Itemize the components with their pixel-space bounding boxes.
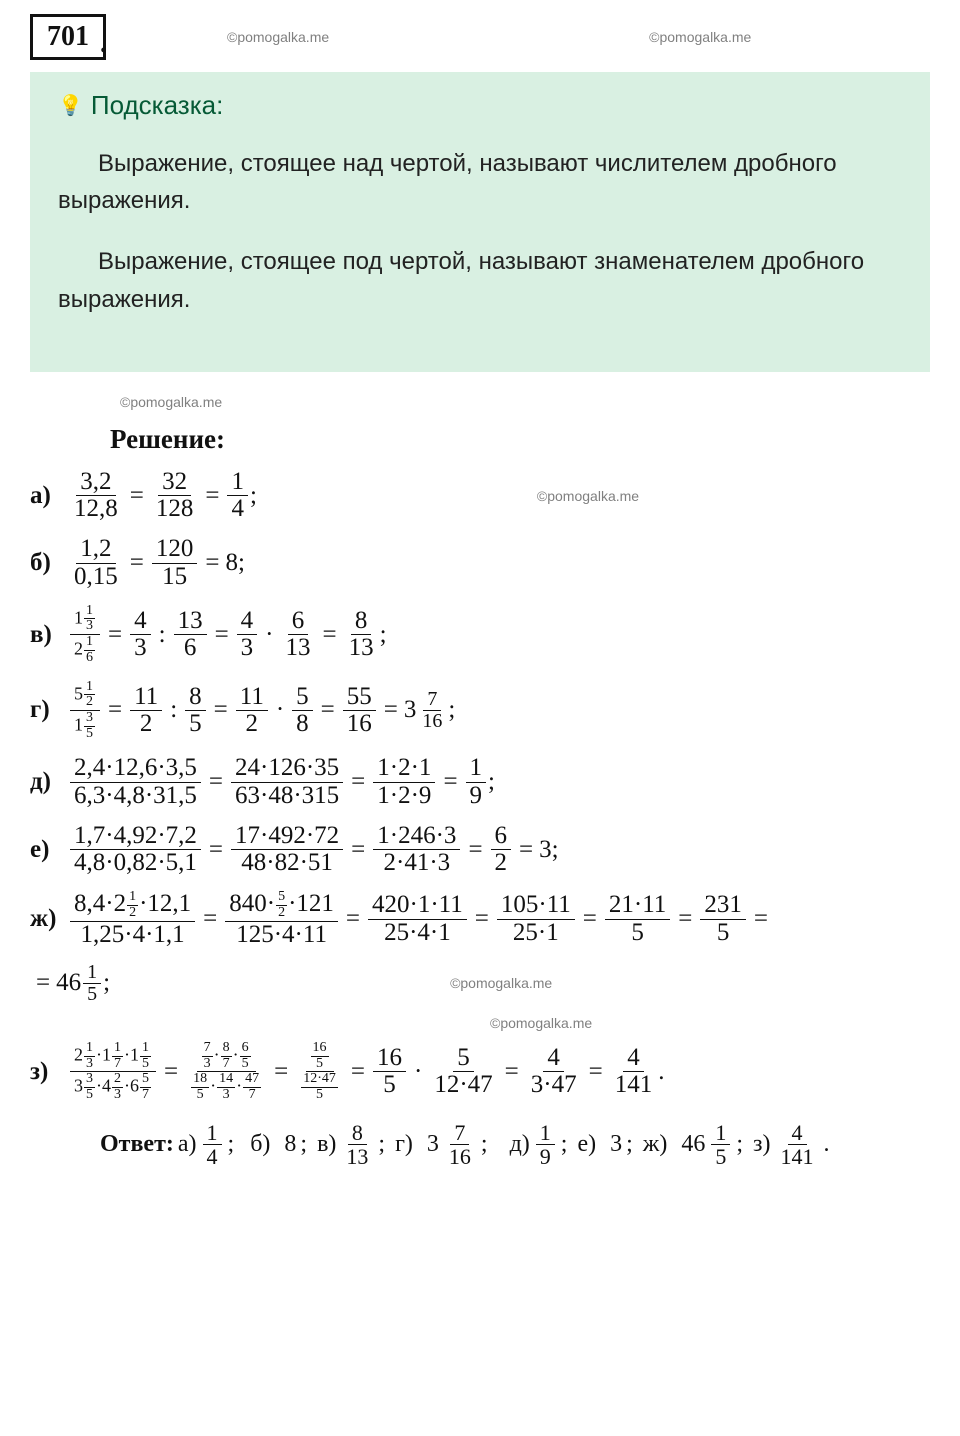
frac-zh-2: 840·52·121 125·4·11 bbox=[225, 890, 338, 948]
frac-v-2a: 43 bbox=[130, 608, 151, 662]
frac-d-4: 19 bbox=[466, 755, 487, 809]
item-g: г) 512 135 = 112 : 85 = 112 · 58 = 5516 … bbox=[30, 680, 930, 742]
frac-zh-1: 8,4·212·12,1 1,25·4·1,1 bbox=[70, 890, 195, 948]
hint-head: 💡 Подсказка: bbox=[58, 90, 902, 121]
solution-title: Решение: bbox=[110, 424, 930, 455]
item-e: е) 1,7·4,92·7,24,8·0,82·5,1 = 17·492·724… bbox=[30, 823, 930, 877]
frac-v-1: 113 216 bbox=[70, 604, 100, 666]
frac-g-4: 5516 bbox=[343, 684, 376, 738]
ans-g: 716 bbox=[445, 1121, 475, 1168]
page: 701 . ©pomogalka.me ©pomogalka.me 💡 Подс… bbox=[0, 0, 960, 1198]
frac-b-1: 1,20,15 bbox=[70, 536, 122, 590]
label-v: в) bbox=[30, 621, 60, 649]
label-g: г) bbox=[30, 696, 60, 724]
frac-z-6: 4141 bbox=[611, 1045, 657, 1099]
frac-zh-4: 105·1125·1 bbox=[497, 892, 575, 946]
item-b: б) 1,20,15 = 12015 = 8; bbox=[30, 536, 930, 590]
label-b: б) bbox=[30, 549, 60, 577]
ans-zh: 15 bbox=[711, 1121, 730, 1168]
frac-v-4: 813 bbox=[345, 608, 378, 662]
bulb-icon: 💡 bbox=[58, 93, 83, 118]
frac-z-4a: 165 bbox=[373, 1045, 406, 1099]
watermark-zh: ©pomogalka.me bbox=[450, 975, 552, 991]
item-d: д) 2,4·12,6·3,56,3·4,8·31,5 = 24·126·356… bbox=[30, 755, 930, 809]
frac-v-3a: 43 bbox=[237, 608, 258, 662]
frac-b-2: 12015 bbox=[152, 536, 198, 590]
frac-e-3: 1·246·32·41·3 bbox=[373, 823, 460, 877]
watermark-top-1: ©pomogalka.me bbox=[227, 29, 329, 45]
frac-z-2: 73·87·65 185·143·477 bbox=[186, 1041, 266, 1103]
frac-z-5: 43·47 bbox=[527, 1045, 581, 1099]
frac-a-3: 14 bbox=[227, 469, 248, 523]
frac-zh-6: 2315 bbox=[700, 892, 746, 946]
res-g-frac: 716 bbox=[418, 689, 446, 732]
label-a: а) bbox=[30, 482, 60, 510]
item-z: з) 213·117·115 335·423·657 = 73·87·65 18… bbox=[30, 1041, 930, 1103]
label-z: з) bbox=[30, 1058, 60, 1086]
hint-title: Подсказка: bbox=[91, 90, 223, 121]
ans-d: 19 bbox=[536, 1121, 555, 1168]
frac-g-2a: 112 bbox=[130, 684, 162, 738]
frac-g-1: 512 135 bbox=[70, 680, 100, 742]
item-zh: ж) 8,4·212·12,1 1,25·4·1,1 = 840·52·121 … bbox=[30, 890, 930, 948]
frac-e-2: 17·492·7248·82·51 bbox=[231, 823, 343, 877]
item-zh-line2: = 46 15 ; ©pomogalka.me bbox=[30, 962, 930, 1005]
watermark-top-2: ©pomogalka.me bbox=[649, 29, 751, 45]
item-a: а) 3,212,8 = 32128 = 14 ; ©pomogalka.me bbox=[30, 469, 930, 523]
frac-zh-3: 420·1·1125·4·1 bbox=[368, 892, 467, 946]
hint-box: 💡 Подсказка: Выражение, стоящее над черт… bbox=[30, 72, 930, 372]
res-g-whole: 3 bbox=[404, 696, 417, 724]
frac-v-3b: 613 bbox=[282, 608, 315, 662]
frac-z-4b: 512·47 bbox=[430, 1045, 496, 1099]
ans-a: 14 bbox=[203, 1121, 222, 1168]
answer-label: Ответ: bbox=[100, 1131, 174, 1158]
frac-e-4: 62 bbox=[491, 823, 512, 877]
answer-line: Ответ: а) 14; б) 8; в) 813; г) 3 716; д)… bbox=[100, 1121, 930, 1168]
label-zh: ж) bbox=[30, 905, 60, 933]
dot: . bbox=[100, 28, 107, 60]
label-e: е) bbox=[30, 836, 60, 864]
frac-g-2b: 85 bbox=[185, 684, 206, 738]
res-b: 8 bbox=[225, 549, 238, 577]
watermark-z: ©pomogalka.me bbox=[490, 1015, 930, 1031]
res-e: 3 bbox=[539, 836, 552, 864]
item-v: в) 113 216 = 43 : 136 = 43 · 613 = 813 ; bbox=[30, 604, 930, 666]
frac-zh-5: 21·115 bbox=[605, 892, 670, 946]
ans-z: 4141 bbox=[777, 1121, 818, 1168]
frac-g-3b: 58 bbox=[292, 684, 313, 738]
hint-p2: Выражение, стоящее под чертой, называют … bbox=[58, 243, 902, 317]
frac-v-2b: 136 bbox=[174, 608, 207, 662]
frac-d-1: 2,4·12,6·3,56,3·4,8·31,5 bbox=[70, 755, 201, 809]
frac-a-1: 3,212,8 bbox=[70, 469, 122, 523]
hint-p1: Выражение, стоящее над чертой, называют … bbox=[58, 145, 902, 219]
frac-z-3: 165 12·475 bbox=[296, 1041, 343, 1103]
res-zh-frac: 15 bbox=[83, 962, 101, 1005]
res-zh-whole: 46 bbox=[56, 969, 81, 997]
frac-g-3a: 112 bbox=[236, 684, 268, 738]
frac-d-2: 24·126·3563·48·315 bbox=[231, 755, 343, 809]
label-d: д) bbox=[30, 768, 60, 796]
frac-z-1: 213·117·115 335·423·657 bbox=[70, 1041, 156, 1103]
frac-a-2: 32128 bbox=[152, 469, 198, 523]
ans-v: 813 bbox=[342, 1121, 372, 1168]
frac-e-1: 1,7·4,92·7,24,8·0,82·5,1 bbox=[70, 823, 201, 877]
watermark-mid: ©pomogalka.me bbox=[120, 394, 930, 410]
watermark-a: ©pomogalka.me bbox=[537, 488, 639, 504]
problem-number: 701 bbox=[30, 14, 106, 60]
frac-d-3: 1·2·11·2·9 bbox=[373, 755, 435, 809]
top-bar: 701 . ©pomogalka.me ©pomogalka.me bbox=[30, 14, 930, 60]
